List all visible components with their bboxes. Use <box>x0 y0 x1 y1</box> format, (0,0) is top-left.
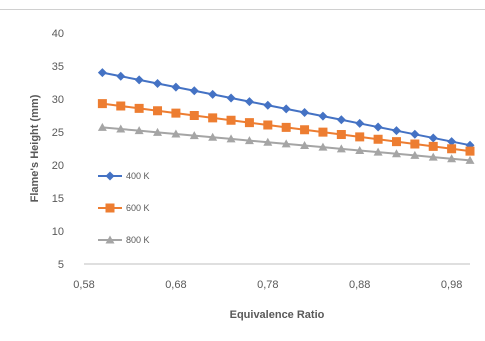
legend-marker <box>105 203 115 213</box>
data-point <box>208 89 218 99</box>
data-point <box>300 108 310 118</box>
data-point <box>281 104 291 114</box>
data-point <box>410 139 420 149</box>
x-tick-label: 0,98 <box>441 279 462 291</box>
data-point <box>447 144 457 154</box>
data-point <box>447 154 457 163</box>
data-point <box>171 108 181 118</box>
data-point <box>97 122 107 131</box>
y-tick-label: 35 <box>52 61 64 73</box>
top-border-line <box>0 9 485 10</box>
data-point <box>428 133 438 143</box>
y-tick-label: 10 <box>52 226 64 238</box>
data-point <box>318 127 328 137</box>
data-point <box>116 71 126 81</box>
y-tick-label: 40 <box>52 28 64 40</box>
data-point <box>171 129 181 138</box>
y-tick-label: 15 <box>52 193 64 205</box>
data-point <box>355 118 365 128</box>
data-point <box>226 134 236 143</box>
y-axis-title: Flame's Height (mm) <box>29 94 41 202</box>
data-point <box>116 124 126 133</box>
data-point <box>189 86 199 96</box>
data-point <box>373 147 383 156</box>
x-tick-label: 0,88 <box>349 279 370 291</box>
data-point <box>373 134 383 144</box>
series-1 <box>97 68 475 150</box>
data-point <box>428 141 438 151</box>
data-point <box>263 120 273 130</box>
legend-label: 400 K <box>126 171 150 181</box>
data-point <box>263 100 273 110</box>
data-point <box>263 137 273 146</box>
data-point <box>244 97 254 107</box>
data-point <box>281 122 291 132</box>
legend-item: 800 K <box>98 235 150 245</box>
y-tick-label: 5 <box>58 259 64 271</box>
data-point <box>153 106 163 116</box>
data-point <box>336 144 346 153</box>
y-tick-label: 20 <box>52 160 64 172</box>
data-point <box>134 126 144 135</box>
data-point <box>465 146 475 156</box>
data-point <box>281 139 291 148</box>
data-point <box>226 93 236 103</box>
data-point <box>208 113 218 123</box>
data-point <box>410 129 420 139</box>
legend-item: 600 K <box>98 203 150 213</box>
data-point <box>391 137 401 147</box>
y-axis-ticks: 5 10 15 20 25 30 35 40 <box>52 28 64 271</box>
legend-item: 400 K <box>98 171 150 181</box>
data-point <box>116 101 126 111</box>
series-group <box>97 68 475 164</box>
x-axis-ticks: 0,58 0,68 0,78 0,88 0,98 <box>73 279 462 291</box>
data-point <box>97 68 107 78</box>
data-point <box>171 82 181 92</box>
y-tick-label: 30 <box>52 94 64 106</box>
data-point <box>318 111 328 121</box>
data-point <box>373 122 383 132</box>
data-point <box>300 125 310 135</box>
data-point <box>391 149 401 158</box>
data-point <box>208 132 218 141</box>
data-point <box>226 115 236 125</box>
data-point <box>97 99 107 109</box>
data-point <box>391 126 401 136</box>
x-axis-title: Equivalence Ratio <box>230 309 325 321</box>
data-point <box>428 152 438 161</box>
data-point <box>355 145 365 154</box>
x-tick-label: 0,78 <box>257 279 278 291</box>
legend-marker <box>105 235 115 244</box>
data-point <box>336 130 346 140</box>
legend-label: 800 K <box>126 235 150 245</box>
data-point <box>355 132 365 142</box>
data-point <box>189 111 199 120</box>
series-3 <box>97 122 475 164</box>
legend-marker <box>105 171 115 181</box>
data-point <box>410 150 420 159</box>
legend-label: 600 K <box>126 203 150 213</box>
data-point <box>153 127 163 136</box>
data-point <box>134 75 144 85</box>
legend: 400 K 600 K 800 K <box>98 171 150 245</box>
data-point <box>244 136 254 145</box>
y-tick-label: 25 <box>52 127 64 139</box>
data-point <box>447 137 457 147</box>
data-point <box>153 78 163 88</box>
data-point <box>465 155 475 164</box>
series-2 <box>97 99 475 156</box>
data-point <box>134 103 144 113</box>
data-point <box>300 141 310 150</box>
x-tick-label: 0,58 <box>73 279 94 291</box>
data-point <box>318 142 328 151</box>
data-point <box>189 131 199 140</box>
data-point <box>244 118 254 128</box>
data-point <box>336 115 346 125</box>
x-tick-label: 0,68 <box>165 279 186 291</box>
